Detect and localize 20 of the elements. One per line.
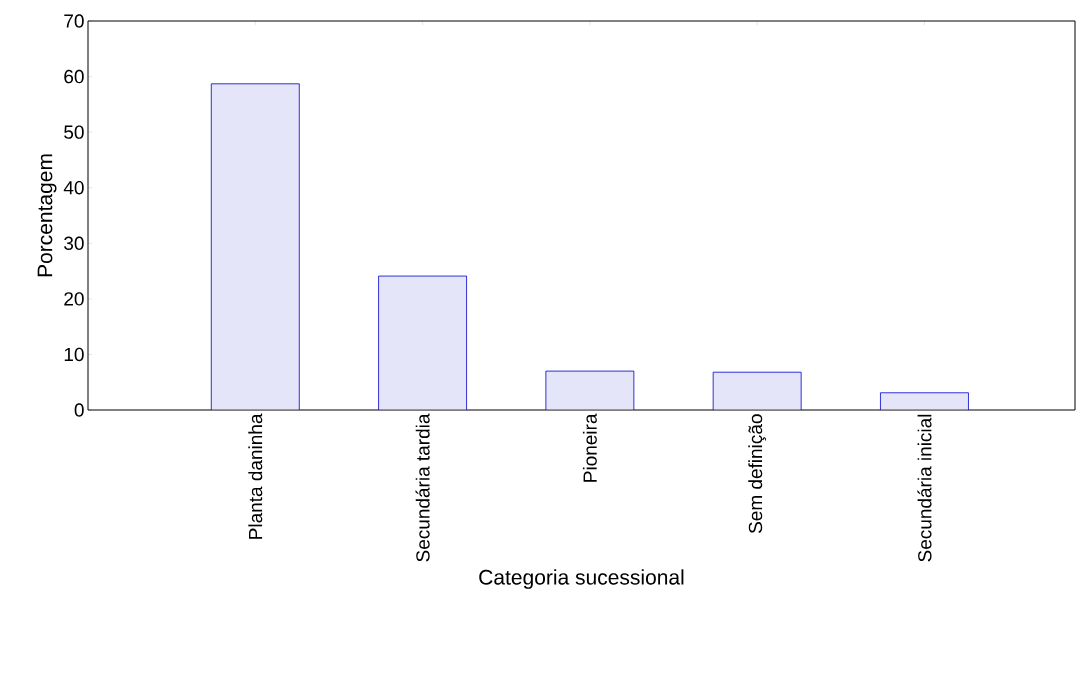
y-tick-label: 30 xyxy=(64,236,84,251)
y-tick-label: 60 xyxy=(64,69,84,84)
x-tick-label: Secundária tardia xyxy=(415,413,430,562)
y-tick-label: 50 xyxy=(64,125,84,139)
bar xyxy=(378,275,467,410)
bar xyxy=(210,83,300,410)
x-tick-label: Sem definição xyxy=(748,414,767,534)
y-tick-label: 0 xyxy=(74,403,84,417)
bar xyxy=(880,392,969,410)
y-tick-label: 40 xyxy=(63,180,84,195)
y-tick-label: 20 xyxy=(64,292,84,306)
bar xyxy=(712,371,802,410)
x-tick-label: Secundária inicial xyxy=(917,414,932,562)
y-tick-label: 10 xyxy=(64,347,84,362)
x-tick-label: Planta daninha xyxy=(248,413,263,539)
x-tick-label: Pioneira xyxy=(582,413,597,482)
x-axis-title: Categoria sucessional xyxy=(479,569,684,589)
y-axis-title: Porcentagem xyxy=(37,154,57,277)
bar xyxy=(545,370,635,410)
y-tick-label: 70 xyxy=(64,14,84,28)
